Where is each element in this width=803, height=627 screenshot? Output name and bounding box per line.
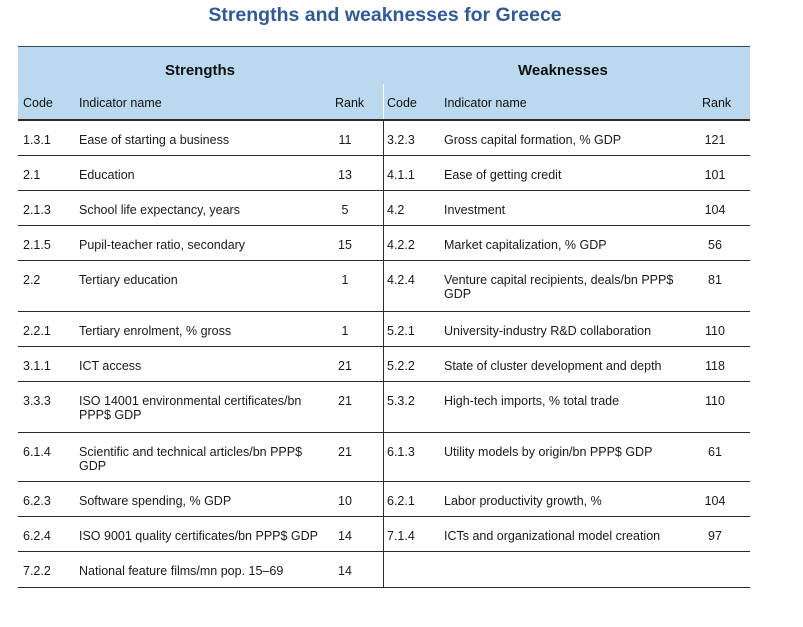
weakness-indicator: Utility models by origin/bn PPP$ GDP — [444, 445, 653, 459]
weakness-rank: 97 — [708, 529, 722, 543]
strength-indicator: ICT access — [79, 359, 142, 373]
strengths-code-header: Code — [23, 96, 53, 110]
weakness-indicator: Market capitalization, % GDP — [444, 238, 607, 252]
strength-code: 3.3.3 — [23, 394, 51, 408]
table-body: 1.3.1 Ease of starting a business 11 3.2… — [18, 119, 750, 588]
strength-rank: 15 — [338, 238, 352, 252]
strengths-weaknesses-table: Strengths Weaknesses Code Indicator name… — [18, 46, 750, 588]
strength-indicator: Software spending, % GDP — [79, 494, 232, 508]
strength-rank: 14 — [338, 529, 352, 543]
strength-indicator: Education — [79, 168, 135, 182]
strength-rank: 11 — [338, 133, 352, 147]
table-row: 2.1 Education 13 4.1.1 Ease of getting c… — [18, 155, 750, 190]
table-row: 7.2.2 National feature films/mn pop. 15–… — [18, 551, 750, 588]
weakness-indicator: University-industry R&D collaboration — [444, 324, 652, 338]
table-row: 6.1.4 Scientific and technical articles/… — [18, 432, 750, 481]
table-row: 2.1.3 School life expectancy, years 5 4.… — [18, 190, 750, 225]
strength-indicator: Pupil-teacher ratio, secondary — [79, 238, 246, 252]
strength-indicator: Ease of starting a business — [79, 133, 230, 147]
weakness-rank: 104 — [704, 494, 726, 508]
strength-code: 2.2 — [23, 273, 41, 287]
weakness-indicator: State of cluster development and depth — [444, 359, 662, 373]
table-row: 3.3.3 ISO 14001 environmental certificat… — [18, 381, 750, 432]
weakness-code: 6.2.1 — [387, 494, 415, 508]
weaknesses-heading: Weaknesses — [518, 62, 608, 79]
weakness-rank: 81 — [708, 273, 722, 287]
strengths-name-header: Indicator name — [79, 96, 162, 110]
strength-rank: 13 — [338, 168, 352, 182]
strengths-heading: Strengths — [165, 62, 236, 79]
strength-indicator: ISO 14001 environmental certificates/bn … — [79, 394, 302, 422]
strength-rank: 1 — [341, 273, 349, 287]
page-title: Strengths and weaknesses for Greece — [208, 4, 562, 26]
weakness-indicator: High-tech imports, % total trade — [444, 394, 620, 408]
weakness-code: 4.2.2 — [387, 238, 415, 252]
strength-indicator: School life expectancy, years — [79, 203, 240, 217]
table-row: 6.2.4 ISO 9001 quality certificates/bn P… — [18, 516, 750, 551]
strength-code: 1.3.1 — [23, 133, 51, 147]
strength-indicator: Tertiary enrolment, % gross — [79, 324, 232, 338]
weaknesses-name-header: Indicator name — [444, 96, 527, 110]
strength-indicator: Tertiary education — [79, 273, 178, 287]
weakness-code: 7.1.4 — [387, 529, 415, 543]
weakness-code: 4.1.1 — [387, 168, 415, 182]
strengths-rank-header: Rank — [335, 96, 365, 110]
weakness-code: 5.2.1 — [387, 324, 415, 338]
weakness-code: 6.1.3 — [387, 445, 415, 459]
weakness-rank: 110 — [705, 324, 725, 338]
weakness-rank: 56 — [708, 238, 722, 252]
strength-code: 7.2.2 — [23, 564, 51, 578]
weakness-indicator: Labor productivity growth, % — [444, 494, 602, 508]
strength-indicator: ISO 9001 quality certificates/bn PPP$ GD… — [79, 529, 319, 543]
strength-rank: 21 — [338, 445, 352, 459]
strength-rank: 5 — [341, 203, 349, 217]
weakness-rank: 110 — [705, 394, 725, 408]
table-row: 1.3.1 Ease of starting a business 11 3.2… — [18, 119, 750, 155]
weakness-code: 4.2 — [387, 203, 405, 217]
header-divider — [383, 84, 384, 119]
weakness-code: 5.2.2 — [387, 359, 415, 373]
table-header-band: Strengths Weaknesses Code Indicator name… — [18, 46, 750, 119]
table-row: 6.2.3 Software spending, % GDP 10 6.2.1 … — [18, 481, 750, 516]
weakness-rank: 61 — [708, 445, 722, 459]
weakness-indicator: ICTs and organizational model creation — [444, 529, 661, 543]
weakness-indicator: Gross capital formation, % GDP — [444, 133, 622, 147]
strength-code: 6.2.4 — [23, 529, 51, 543]
strength-indicator: Scientific and technical articles/bn PPP… — [79, 445, 303, 473]
strength-rank: 14 — [338, 564, 352, 578]
strength-code: 6.1.4 — [23, 445, 51, 459]
weakness-indicator: Venture capital recipients, deals/bn PPP… — [444, 273, 674, 301]
strength-code: 3.1.1 — [23, 359, 51, 373]
weakness-code: 5.3.2 — [387, 394, 415, 408]
weaknesses-code-header: Code — [387, 96, 417, 110]
strength-indicator: National feature films/mn pop. 15–69 — [79, 564, 284, 578]
table-row: 3.1.1 ICT access 21 5.2.2 State of clust… — [18, 346, 750, 381]
weakness-code: 4.2.4 — [387, 273, 415, 287]
strength-code: 2.1.5 — [23, 238, 51, 252]
strength-code: 2.1.3 — [23, 203, 51, 217]
weakness-rank: 101 — [704, 168, 726, 182]
strength-rank: 1 — [341, 324, 349, 338]
table-row: 2.2 Tertiary education 1 4.2.4 Venture c… — [18, 260, 750, 311]
weakness-rank: 121 — [704, 133, 726, 147]
strength-code: 6.2.3 — [23, 494, 51, 508]
weakness-indicator: Ease of getting credit — [444, 168, 562, 182]
strength-rank: 21 — [338, 394, 352, 408]
strength-rank: 10 — [338, 494, 352, 508]
weakness-rank: 118 — [705, 359, 725, 373]
strength-code: 2.2.1 — [23, 324, 51, 338]
table-row: 2.1.5 Pupil-teacher ratio, secondary 15 … — [18, 225, 750, 260]
weaknesses-rank-header: Rank — [702, 96, 732, 110]
table-row: 2.2.1 Tertiary enrolment, % gross 1 5.2.… — [18, 311, 750, 346]
weakness-rank: 104 — [704, 203, 726, 217]
strength-rank: 21 — [338, 359, 352, 373]
strength-code: 2.1 — [23, 168, 41, 182]
weakness-indicator: Investment — [444, 203, 506, 217]
weakness-code: 3.2.3 — [387, 133, 415, 147]
